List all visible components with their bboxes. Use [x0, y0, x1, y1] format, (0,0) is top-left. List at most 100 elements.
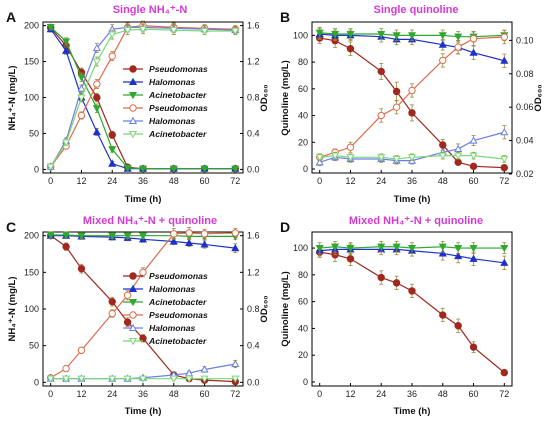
panel-c-legend-halomonas-od-label: Halomonas	[149, 323, 196, 333]
panel-b-y-tick-label: 60	[298, 84, 308, 94]
panel-b-pseudomonas-conc-point	[469, 162, 478, 171]
panel-b-y-axis-title: Quinoline (mg/L)	[280, 60, 291, 135]
panel-c-acinetobacter-od-series	[46, 375, 240, 383]
panel-b-acinetobacter-conc-point	[407, 32, 417, 40]
panel-d-y-tick-label: 0	[303, 377, 308, 387]
panel-c-legend-acinetobacter-conc-marker	[128, 298, 138, 307]
panel-b-acinetobacter-od-point	[438, 152, 447, 160]
panel-b-pseudomonas-conc-series	[315, 32, 509, 172]
panel-c-x-tick-label: 72	[230, 389, 240, 399]
panel-a-legend: Pseudomonas Halomonas Acinetobacter Pseudom…	[123, 64, 208, 139]
panel-c: C Mixed NH₄⁺-N + quinoline 0 12 24 36 48 60 72…	[6, 215, 270, 417]
panel-a-y-tick-label: 150	[24, 57, 39, 67]
panel-b-pseudomonas-od-point	[346, 143, 355, 151]
panel-a-legend-pseudomonas-conc-label: Pseudomonas	[149, 64, 208, 74]
panel-b-acinetobacter-conc-point	[392, 32, 401, 40]
panel-c-legend-halomonas-od-marker	[128, 323, 138, 332]
panel-c-acinetobacter-conc-point	[108, 232, 117, 240]
panel-a-legend-halomonas-od-marker	[128, 116, 138, 125]
panel-b-pseudomonas-od-point	[439, 56, 447, 65]
panel-d-acinetobacter-conc-point	[438, 243, 447, 251]
panel-b-pseudomonas-conc-point	[408, 109, 416, 117]
panel-b-halomonas-od-point	[500, 128, 509, 136]
panel-c-halomonas-conc-point	[200, 240, 209, 248]
panel-c-pseudomonas-od-point	[62, 364, 70, 373]
panel-a-y2-tick-label: 0.0	[247, 164, 260, 174]
panel-a-x-tick-label: 36	[138, 176, 148, 186]
panel-c-axes: 0 12 24 36 48 60 72 0 50 100 150 200 0.0 0.4 0.8 1.2 1.6	[24, 231, 260, 399]
panel-c-acinetobacter-od-point	[200, 375, 209, 383]
panel-a-legend-acinetobacter-conc-label: Acinetobacter	[148, 90, 207, 100]
panel-b-pseudomonas-od-point	[500, 33, 509, 41]
panel-d-acinetobacter-conc-point	[346, 245, 355, 253]
panel-d-acinetobacter-conc-point	[469, 245, 478, 253]
panel-a-acinetobacter-conc-point	[46, 23, 55, 32]
panel-letter-c: C	[6, 219, 16, 235]
panel-a-legend-halomonas-od-label: Halomonas	[149, 116, 196, 126]
panel-c-pseudomonas-conc-point	[123, 318, 132, 326]
panel-c-acinetobacter-od-point	[77, 375, 86, 383]
panel-d-halomonas-conc-line	[319, 248, 505, 264]
panel-a-halomonas-od-series	[46, 22, 240, 170]
panel-c-legend: Pseudomonas Halomonas Acinetobacter Pseudom…	[123, 271, 208, 346]
panel-b-y-tick-label: 80	[298, 57, 308, 67]
panel-d-halomonas-conc-point	[454, 251, 463, 260]
panel-c-pseudomonas-od-point	[108, 309, 116, 318]
panel-a-acinetobacter-conc-point	[77, 74, 86, 82]
panel-a-pseudomonas-od-point	[77, 111, 86, 120]
panel-a-acinetobacter-od-point	[46, 163, 55, 171]
panel-d-pseudomonas-conc-point	[439, 311, 447, 319]
panel-letter-d: D	[280, 219, 290, 235]
panel-a-acinetobacter-od-point	[108, 31, 117, 39]
panel-c-legend-halomonas-conc-label: Halomonas	[149, 284, 196, 294]
panel-a-legend-acinetobacter-od-label: Acinetobacter	[148, 129, 207, 139]
panel-a-legend-halomonas-conc-marker	[128, 77, 138, 86]
panel-c-legend-halomonas-conc-marker	[128, 284, 138, 293]
panel-c-acinetobacter-od-point	[169, 375, 178, 383]
panel-b-y2-tick-label: 0.06	[516, 102, 534, 112]
panel-a-acinetobacter-conc-point	[92, 105, 101, 113]
panel-a-axes: 0 12 24 36 48 60 72 0 50 100 150 200 0.0 0.4 0.8 1.2 1.6	[24, 21, 260, 186]
panel-a-pseudomonas-conc-point	[108, 131, 116, 139]
panel-a-y-tick-label: 200	[24, 21, 39, 31]
panel-b-halomonas-conc-point	[500, 56, 509, 64]
panel-c-legend-pseudomonas-conc-marker	[129, 272, 137, 280]
panel-b-acinetobacter-conc-point	[331, 30, 340, 39]
panel-b-acinetobacter-od-point	[315, 154, 324, 162]
panel-d-x-tick-label: 12	[345, 389, 355, 399]
panel-d-y-tick-label: 40	[298, 323, 308, 333]
panel-b-acinetobacter-od-point	[392, 155, 401, 164]
panel-a-pseudomonas-od-line	[50, 24, 236, 168]
panel-c-legend-pseudomonas-od-label: Pseudomonas	[149, 310, 208, 320]
panel-a-halomonas-conc-series	[46, 24, 240, 172]
panel-d-acinetobacter-conc-point	[454, 245, 463, 253]
panel-a-y-axis-title: NH₄⁺-N (mg/L)	[7, 66, 18, 131]
panel-b-y-tick-label: 20	[298, 137, 308, 147]
panel-d-y-tick-label: 20	[298, 350, 308, 360]
panel-c-pseudomonas-conc-line	[50, 235, 236, 383]
panel-d-pseudomonas-conc-point	[454, 322, 462, 330]
panel-b-y2-tick-label: 0.02	[516, 169, 534, 179]
panel-c-acinetobacter-conc-line	[50, 234, 236, 237]
panel-a-acinetobacter-od-point	[92, 58, 101, 66]
panel-a-acinetobacter-conc-point	[231, 165, 240, 173]
panel-b-y-tick-label: 100	[293, 30, 308, 40]
panel-a-plot-area	[46, 20, 240, 173]
panel-b-axes: 0 12 24 36 48 60 72 0 20 40 60 80 100 0.02 0.04 0.06 0.0…	[293, 30, 534, 186]
panel-b-x-tick-label: 60	[469, 176, 479, 186]
panel-b-x-tick-label: 48	[438, 176, 448, 186]
panel-a-x-tick-label: 48	[169, 176, 179, 186]
panel-c-y-tick-label: 50	[29, 341, 39, 351]
panel-c-acinetobacter-conc-point	[62, 231, 71, 240]
panel-c-halomonas-conc-line	[50, 235, 236, 249]
panel-c-acinetobacter-od-point	[231, 375, 240, 383]
panel-b-acinetobacter-conc-point	[454, 33, 463, 41]
panel-a-acinetobacter-od-point	[77, 94, 86, 102]
panel-b-acinetobacter-od-point	[346, 154, 355, 162]
panel-b-acinetobacter-conc-point	[438, 32, 447, 40]
panel-d-halomonas-conc-point	[500, 258, 509, 266]
panel-b-acinetobacter-od-point	[454, 152, 463, 160]
panel-c-pseudomonas-od-point	[139, 268, 147, 277]
panel-d-y-tick-label: 100	[293, 243, 308, 253]
